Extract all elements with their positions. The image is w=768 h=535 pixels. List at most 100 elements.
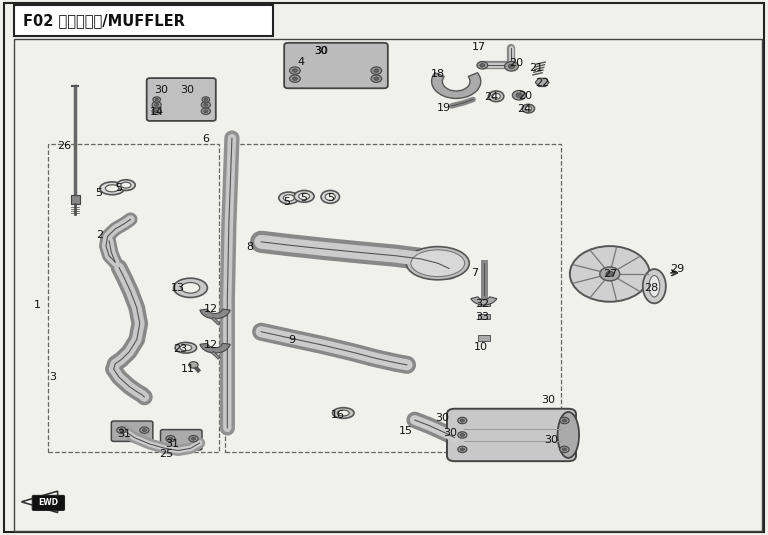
Bar	[14, 5, 273, 36]
Circle shape	[606, 271, 614, 277]
Ellipse shape	[294, 190, 314, 202]
Text: F02 排气消声器/MUFFLER: F02 排气消声器/MUFFLER	[23, 13, 185, 28]
Circle shape	[562, 419, 567, 422]
FancyBboxPatch shape	[161, 430, 202, 450]
Circle shape	[458, 446, 467, 453]
Circle shape	[293, 69, 297, 72]
Text: 5: 5	[115, 184, 123, 193]
Circle shape	[460, 433, 465, 437]
Circle shape	[600, 267, 620, 281]
Circle shape	[189, 362, 198, 368]
Circle shape	[374, 69, 379, 72]
Polygon shape	[22, 491, 58, 513]
Circle shape	[560, 417, 569, 424]
Text: 26: 26	[58, 141, 71, 150]
Text: 5: 5	[94, 188, 102, 197]
Ellipse shape	[406, 247, 469, 280]
Bar	[71, 195, 80, 204]
Circle shape	[117, 427, 126, 433]
Bar	[478, 314, 490, 319]
Ellipse shape	[283, 195, 294, 201]
Circle shape	[204, 110, 208, 113]
Text: 25: 25	[159, 449, 173, 458]
Text: 30: 30	[443, 429, 457, 438]
Text: 29: 29	[670, 264, 684, 273]
Circle shape	[290, 75, 300, 82]
Text: 18: 18	[431, 69, 445, 79]
Ellipse shape	[643, 269, 666, 303]
Text: 1: 1	[33, 300, 41, 310]
Wedge shape	[471, 297, 497, 305]
Circle shape	[508, 64, 515, 68]
Text: 32: 32	[475, 299, 489, 309]
Circle shape	[168, 437, 173, 440]
Circle shape	[204, 103, 208, 106]
Circle shape	[201, 108, 210, 114]
Circle shape	[293, 77, 297, 80]
Ellipse shape	[117, 180, 135, 190]
Circle shape	[201, 102, 210, 108]
Bar	[478, 335, 490, 341]
Text: 30: 30	[154, 85, 168, 95]
Ellipse shape	[180, 345, 192, 351]
Wedge shape	[432, 73, 481, 98]
Text: 2: 2	[96, 231, 104, 240]
Text: 5: 5	[283, 197, 290, 207]
Circle shape	[374, 77, 379, 80]
Circle shape	[290, 67, 300, 74]
Text: 12: 12	[204, 304, 217, 314]
Ellipse shape	[325, 193, 336, 201]
Circle shape	[191, 437, 196, 440]
Text: 3: 3	[48, 372, 56, 382]
Circle shape	[140, 427, 149, 433]
Ellipse shape	[411, 250, 465, 277]
Ellipse shape	[105, 185, 119, 192]
Text: 21: 21	[529, 64, 543, 73]
Text: 10: 10	[474, 342, 488, 351]
FancyBboxPatch shape	[284, 43, 388, 88]
Text: 30: 30	[314, 46, 328, 56]
Text: 30: 30	[314, 46, 328, 56]
Text: 20: 20	[518, 91, 532, 101]
Circle shape	[371, 67, 382, 74]
Ellipse shape	[492, 93, 501, 100]
Text: 27: 27	[603, 269, 617, 279]
Text: 31: 31	[118, 430, 131, 439]
Circle shape	[458, 417, 467, 424]
Ellipse shape	[299, 193, 310, 200]
Text: EWD: EWD	[38, 499, 58, 507]
Circle shape	[458, 432, 467, 438]
Wedge shape	[200, 343, 230, 353]
Circle shape	[204, 98, 207, 101]
Text: 15: 15	[399, 426, 412, 435]
Ellipse shape	[522, 104, 535, 113]
Circle shape	[152, 102, 161, 108]
Ellipse shape	[649, 276, 660, 297]
Text: 30: 30	[435, 414, 449, 423]
Text: 16: 16	[331, 410, 345, 419]
Ellipse shape	[181, 282, 200, 293]
Circle shape	[560, 446, 569, 453]
Text: 14: 14	[150, 108, 164, 117]
Text: 4: 4	[297, 57, 305, 66]
Text: 17: 17	[472, 42, 486, 52]
Circle shape	[154, 110, 159, 113]
Ellipse shape	[174, 278, 207, 297]
Text: 30: 30	[545, 435, 558, 445]
Circle shape	[562, 448, 567, 451]
Circle shape	[512, 90, 526, 100]
Circle shape	[371, 75, 382, 82]
Polygon shape	[535, 78, 549, 87]
Text: 13: 13	[171, 283, 185, 293]
FancyBboxPatch shape	[147, 78, 216, 121]
Text: 22: 22	[535, 78, 549, 88]
Circle shape	[460, 419, 465, 422]
Ellipse shape	[525, 106, 531, 111]
Text: 31: 31	[165, 439, 179, 449]
Text: 5: 5	[326, 193, 334, 203]
Text: 20: 20	[509, 58, 523, 68]
Text: 24: 24	[485, 93, 498, 102]
Text: 8: 8	[246, 242, 253, 252]
Wedge shape	[200, 309, 230, 319]
Circle shape	[166, 435, 175, 442]
